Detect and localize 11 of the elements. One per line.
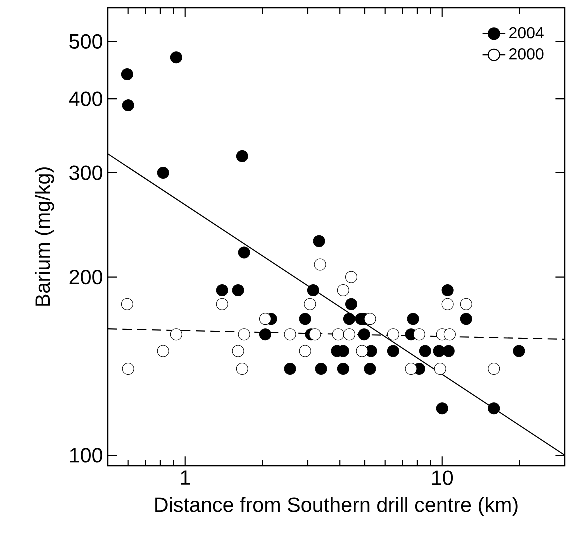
y-tick-label: 300 xyxy=(70,166,102,180)
y-axis-title: Barium (mg/kg) xyxy=(35,168,54,306)
y-tick-label: 100 xyxy=(70,448,102,463)
legend-label: 2004 xyxy=(510,27,544,39)
x-tick-label: 10 xyxy=(432,470,454,486)
y-tick-label: 500 xyxy=(70,34,102,49)
y-tick-label: 200 xyxy=(70,270,102,285)
y-tick-label: 400 xyxy=(69,92,102,106)
x-axis-title: Distance from Southern drill centre (km) xyxy=(156,497,518,516)
x-tick-label: 1 xyxy=(181,470,190,485)
legend-label: 2000 xyxy=(510,48,544,60)
